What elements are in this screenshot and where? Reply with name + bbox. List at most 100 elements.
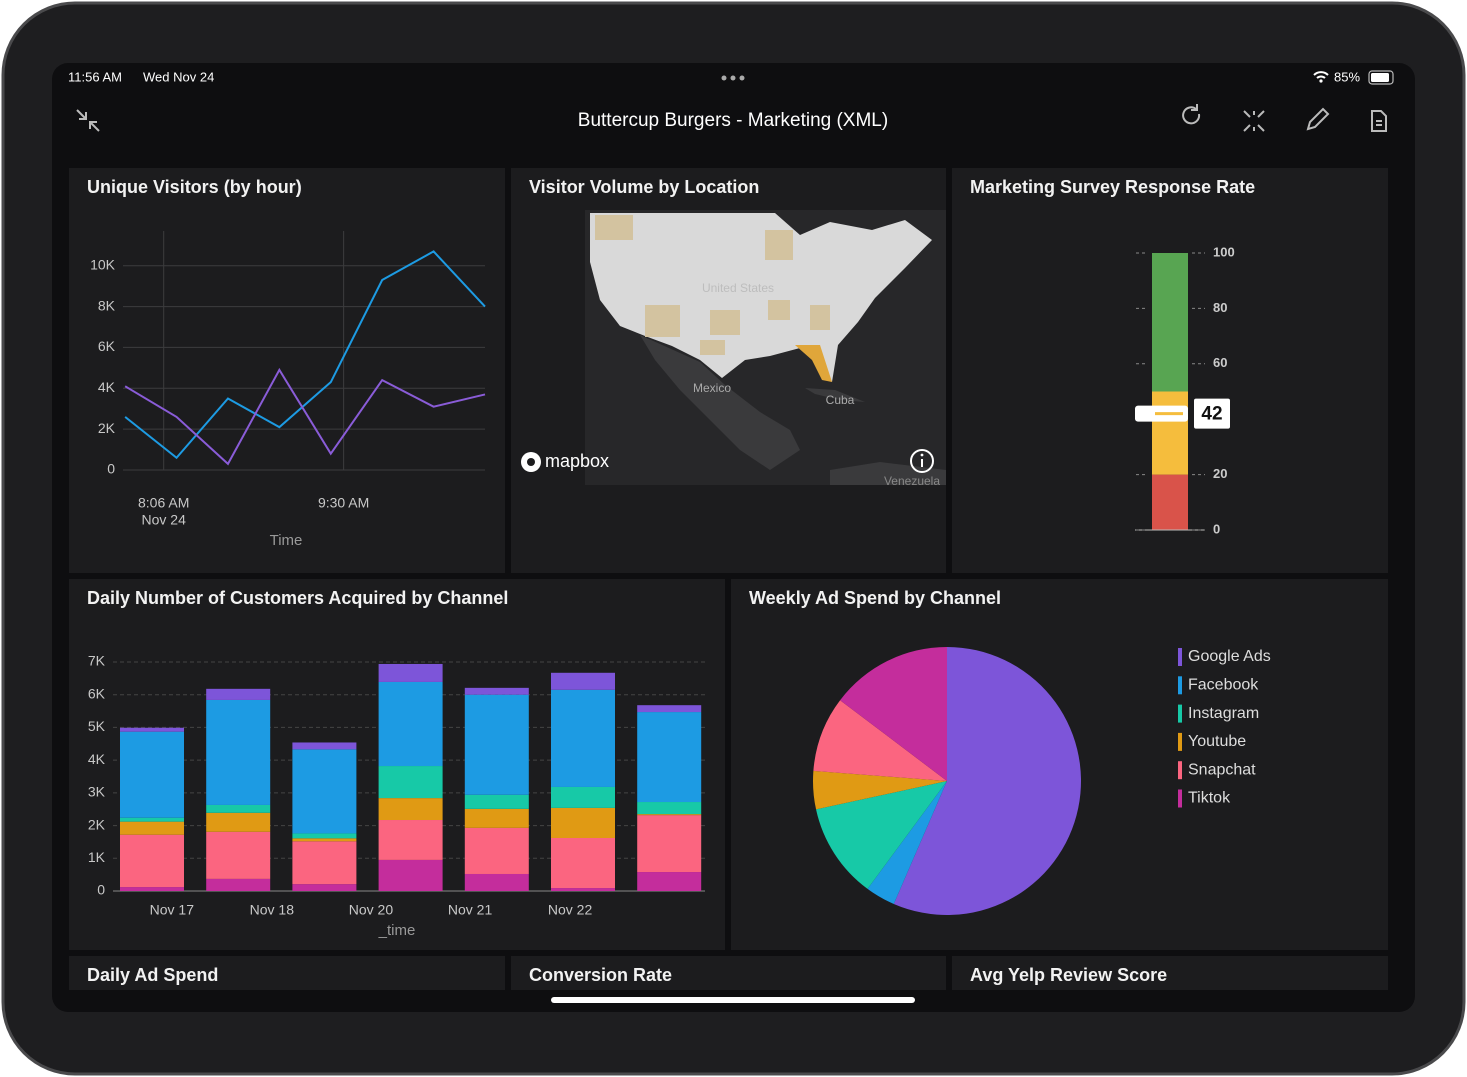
bar-segment	[637, 872, 702, 891]
home-indicator	[551, 997, 915, 1003]
bar-segment	[206, 688, 271, 700]
map-south	[830, 462, 946, 485]
x-tick-label: Nov 20	[349, 902, 394, 918]
legend-swatch	[1178, 676, 1182, 695]
legend-label: Facebook	[1188, 677, 1259, 694]
bar-segment	[206, 699, 271, 805]
wifi-icon	[1313, 71, 1329, 79]
bar-segment	[206, 878, 271, 891]
gauge-value: 42	[1201, 404, 1222, 425]
panels: Unique Visitors (by hour) Visitor Volume …	[69, 168, 1388, 990]
legend-swatch	[1178, 704, 1182, 723]
panel	[69, 168, 505, 573]
edit-button[interactable]	[1306, 107, 1330, 131]
legend-label: Google Ads	[1188, 648, 1271, 665]
bar-segment	[551, 672, 615, 690]
pie-slice	[813, 770, 947, 810]
gauge-tick-label: 20	[1213, 466, 1227, 481]
gauge-tick-label: 80	[1213, 300, 1227, 315]
legend-swatch	[1178, 648, 1182, 666]
bar-segment	[292, 841, 357, 885]
map-region	[595, 215, 633, 240]
panel-title: Conversion Rate	[529, 965, 672, 985]
dashboard-title: Buttercup Burgers - Marketing (XML)	[578, 110, 888, 131]
panel	[952, 956, 1388, 990]
refresh-button[interactable]	[1182, 104, 1201, 125]
bar-segment	[292, 749, 357, 834]
bar-segment	[378, 681, 443, 767]
legend-label: Snapchat	[1188, 761, 1256, 778]
legend-swatch	[1178, 732, 1182, 751]
map-label: Cuba	[826, 393, 855, 407]
x-tick-sublabel: Nov 24	[142, 512, 187, 528]
bar-segment	[120, 727, 184, 732]
gauge-tick-label: 60	[1213, 355, 1227, 370]
y-tick-label: 2K	[88, 816, 106, 832]
x-tick-label: 8:06 AM	[138, 495, 189, 511]
x-axis-title: _time	[378, 922, 416, 939]
bar-segment	[378, 859, 443, 891]
pie-slice	[816, 781, 947, 889]
export-button[interactable]	[1371, 110, 1387, 132]
y-tick-label: 10K	[90, 256, 116, 272]
bar-segment	[637, 802, 702, 815]
bar-segment	[292, 838, 357, 842]
gauge-band	[1152, 253, 1188, 392]
pie-slice	[867, 781, 947, 904]
panel-title: Marketing Survey Response Rate	[970, 177, 1255, 197]
bar-segment	[206, 812, 271, 832]
legend-swatch	[1178, 761, 1182, 780]
gauge-tick-label: 0	[1213, 521, 1220, 536]
mapbox-logo-inner	[527, 458, 535, 466]
bar-segment	[637, 705, 702, 713]
collapse-button[interactable]	[76, 109, 100, 132]
bar-segment	[378, 663, 443, 682]
panel	[511, 956, 946, 990]
y-tick-label: 4K	[98, 379, 116, 395]
map-label: Venezuela	[884, 474, 940, 488]
bar-segment	[637, 712, 702, 803]
map-info-button[interactable]	[910, 449, 934, 473]
bar-segment	[206, 831, 271, 879]
map-region	[710, 310, 740, 335]
legend-swatch	[1178, 789, 1182, 808]
gauge-tick-label: 100	[1213, 244, 1235, 259]
line-series	[124, 367, 486, 466]
bar-segment	[378, 766, 443, 799]
x-tick-label: Nov 22	[548, 902, 593, 918]
gauge-band	[1152, 474, 1188, 530]
panel-title: Unique Visitors (by hour)	[87, 177, 302, 197]
bar-segment	[464, 873, 529, 891]
bar-segment	[464, 808, 529, 828]
bar-segment	[464, 794, 529, 809]
bar-segment	[120, 834, 184, 888]
bar-segment	[464, 827, 529, 874]
map-mexico	[640, 335, 800, 470]
bar-segment	[292, 833, 357, 839]
y-tick-label: 6K	[88, 685, 106, 701]
map-region	[768, 300, 790, 320]
pie-slice	[893, 647, 1081, 915]
map-region	[765, 230, 793, 260]
pie-slice	[813, 700, 947, 781]
bar-segment	[637, 815, 702, 873]
map-us	[590, 213, 932, 382]
map-attribution: mapbox	[545, 451, 609, 471]
panel	[69, 956, 505, 990]
bar-segment	[464, 694, 529, 795]
panel-title: Visitor Volume by Location	[529, 177, 759, 197]
battery-icon	[1368, 70, 1394, 85]
map-region	[645, 305, 680, 337]
fullscreen-button[interactable]	[1243, 110, 1265, 132]
y-tick-label: 8K	[98, 297, 116, 313]
map-region	[700, 340, 725, 355]
panel-title: Weekly Ad Spend by Channel	[749, 588, 1001, 608]
bar-segment	[464, 687, 529, 695]
x-axis-title: Time	[270, 532, 303, 549]
y-tick-label: 3K	[88, 784, 106, 800]
y-tick-label: 1K	[88, 849, 106, 865]
bar-segment	[551, 786, 615, 808]
bar-segment	[551, 888, 615, 891]
bar-segment	[637, 814, 702, 816]
